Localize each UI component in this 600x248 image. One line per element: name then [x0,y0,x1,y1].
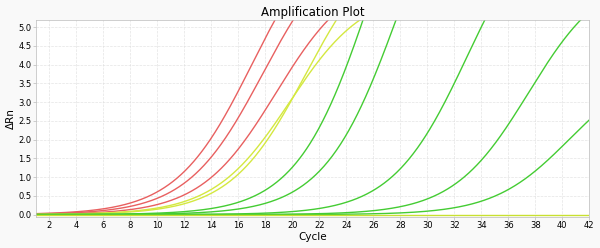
Title: Amplification Plot: Amplification Plot [260,5,364,19]
X-axis label: Cycle: Cycle [298,232,327,243]
Y-axis label: ΔRn: ΔRn [5,108,16,128]
